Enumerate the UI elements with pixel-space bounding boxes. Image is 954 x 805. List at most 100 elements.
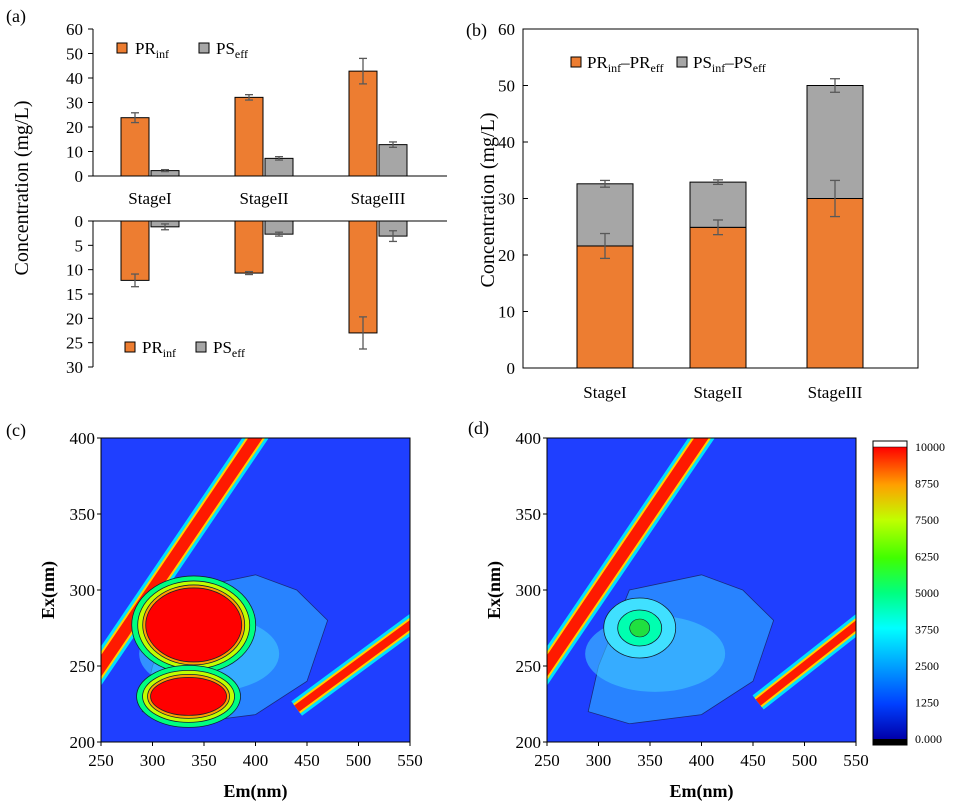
eem-x-tick-label: 450 xyxy=(294,751,320,770)
b-legend-swatch-ps xyxy=(676,56,688,68)
b-bar-pr xyxy=(576,245,634,369)
b-legend-ps-part: –PS xyxy=(724,53,752,72)
b-y-tick-label: 60 xyxy=(498,20,515,39)
a-top-y-tick-label: 60 xyxy=(66,20,83,39)
panel-c-eem-plot: 250 300 350 400 450 500 550200250300350400Em(n… xyxy=(38,429,423,802)
eem-x-tick-label: 300 xyxy=(586,751,612,770)
eem-y-tick-label: 250 xyxy=(516,657,542,676)
a-top-legend-ps: PSeff xyxy=(216,39,248,61)
a-category-label: StageII xyxy=(239,189,288,208)
b-legend-pr-part: –PR xyxy=(620,53,651,72)
colorbar-gradient xyxy=(873,447,907,739)
a-category-label: StageI xyxy=(128,189,172,208)
colorbar-tick-label: 8750 xyxy=(915,477,939,491)
eem-y-tick-label: 300 xyxy=(70,581,96,600)
a-top-y-tick-label: 50 xyxy=(66,45,83,64)
a-bottom-legend-pr: PRinf xyxy=(142,338,176,360)
a-bottom-y-tick-label: 10 xyxy=(66,261,83,280)
b-y-tick-label: 50 xyxy=(498,77,515,96)
b-y-tick-label: 20 xyxy=(498,246,515,265)
a-bottom-legend-swatch-ps xyxy=(195,341,207,353)
eem-rayleigh-band xyxy=(547,438,709,677)
b-category-label: StageI xyxy=(583,383,627,402)
a-top-legend-swatch-ps xyxy=(198,42,210,54)
a-top-y-tick-label: 20 xyxy=(66,118,83,137)
a-top-legend-swatch-pr xyxy=(116,42,128,54)
b-y-tick-label: 10 xyxy=(498,303,515,322)
eem-y-tick-label: 300 xyxy=(516,581,542,600)
a-bottom-bar-pr xyxy=(348,220,378,334)
a-top-bar-pr xyxy=(234,96,264,177)
eem-x-tick-label: 400 xyxy=(689,751,715,770)
eem-y-tick-label: 400 xyxy=(516,429,542,448)
b-legend-pr-part: inf xyxy=(608,61,621,75)
eem-x-tick-label: 550 xyxy=(397,751,423,770)
eem-plot-area xyxy=(547,438,856,742)
b-legend-ps-part: PS xyxy=(693,53,712,72)
eem-x-tick-label: 550 xyxy=(843,751,869,770)
eem-x-tick-label: 400 xyxy=(243,751,269,770)
panel-label-b: (b) xyxy=(466,20,487,41)
a-top-legend-ps-sub: eff xyxy=(235,47,248,61)
a-top-y-tick-label: 40 xyxy=(66,69,83,88)
a-category-label: StageIII xyxy=(351,189,406,208)
eem-y-tick-label: 250 xyxy=(70,657,96,676)
b-legend-ps-part: inf xyxy=(712,61,725,75)
eem-y-tick-label: 350 xyxy=(70,505,96,524)
colorbar-tick-label: 5000 xyxy=(915,586,939,600)
a-top-legend-ps-main: PS xyxy=(216,39,235,58)
a-top-bar-ps xyxy=(378,144,408,177)
a-top-y-tick-label: 0 xyxy=(75,167,84,186)
b-category-label: StageIII xyxy=(808,383,863,402)
a-bottom-legend-ps: PSeff xyxy=(213,338,245,360)
eem-rayleigh-band xyxy=(101,438,263,677)
a-bottom-y-tick-label: 30 xyxy=(66,358,83,377)
eem-peak-max xyxy=(629,618,651,638)
colorbar-low-cap xyxy=(873,739,907,745)
a-bottom-y-tick-label: 25 xyxy=(66,334,83,353)
a-top-bar-pr xyxy=(120,117,150,177)
panel-label-d: (d) xyxy=(468,418,489,439)
colorbar-tick-label: 7500 xyxy=(915,513,939,527)
eem-x-tick-label: 300 xyxy=(140,751,166,770)
a-bottom-legend-swatch-pr xyxy=(124,341,136,353)
colorbar-tick-label: 10000 xyxy=(915,440,945,454)
b-y-tick-label: 0 xyxy=(507,359,516,378)
eem-second-order-band xyxy=(294,619,410,712)
a-bottom-legend-ps-main: PS xyxy=(213,338,232,357)
eem-x-tick-label: 250 xyxy=(88,751,114,770)
panel-a-chart: 0 10 20 30 40 50 60 0 5 10 15 20 25 30 StageI StageII St… xyxy=(66,20,447,377)
a-bottom-bar-pr xyxy=(120,220,150,281)
b-y-tick-label: 40 xyxy=(498,133,515,152)
eem-y-axis-label: Ex(nm) xyxy=(484,561,505,619)
eem-y-tick-label: 400 xyxy=(70,429,96,448)
b-y-tick-label: 30 xyxy=(498,190,515,209)
a-bottom-bar-pr xyxy=(234,220,264,274)
b-bar-ps xyxy=(806,85,864,199)
colorbar-frame xyxy=(872,440,908,746)
b-legend-pr-part: PR xyxy=(587,53,608,72)
a-bottom-y-tick-label: 0 xyxy=(75,212,84,231)
eem-plot-area xyxy=(101,438,410,742)
a-bottom-y-tick-label: 5 xyxy=(75,236,84,255)
eem-x-axis-label: Em(nm) xyxy=(670,781,734,802)
eem-x-tick-label: 500 xyxy=(346,751,372,770)
b-legend-pr-part: eff xyxy=(650,61,663,75)
eem-x-tick-label: 450 xyxy=(740,751,766,770)
eem-y-axis-label: Ex(nm) xyxy=(38,561,59,619)
a-top-legend-pr-sub: inf xyxy=(156,47,169,61)
a-bottom-legend-pr-main: PR xyxy=(142,338,163,357)
eem-x-axis-label: Em(nm) xyxy=(224,781,288,802)
a-top-legend-pr-main: PR xyxy=(135,39,156,58)
b-legend-ps-part: eff xyxy=(753,61,766,75)
colorbar-tick-label: 3750 xyxy=(915,623,939,637)
colorbar-tick-label: 2500 xyxy=(915,659,939,673)
a-bottom-legend-ps-sub: eff xyxy=(232,346,245,360)
a-bottom-legend-pr-sub: inf xyxy=(163,346,176,360)
a-top-bar-ps xyxy=(264,157,294,177)
b-legend-ps: PSinf–PSeff xyxy=(693,53,766,75)
eem-peak-max xyxy=(145,587,243,663)
eem-x-tick-label: 350 xyxy=(191,751,217,770)
